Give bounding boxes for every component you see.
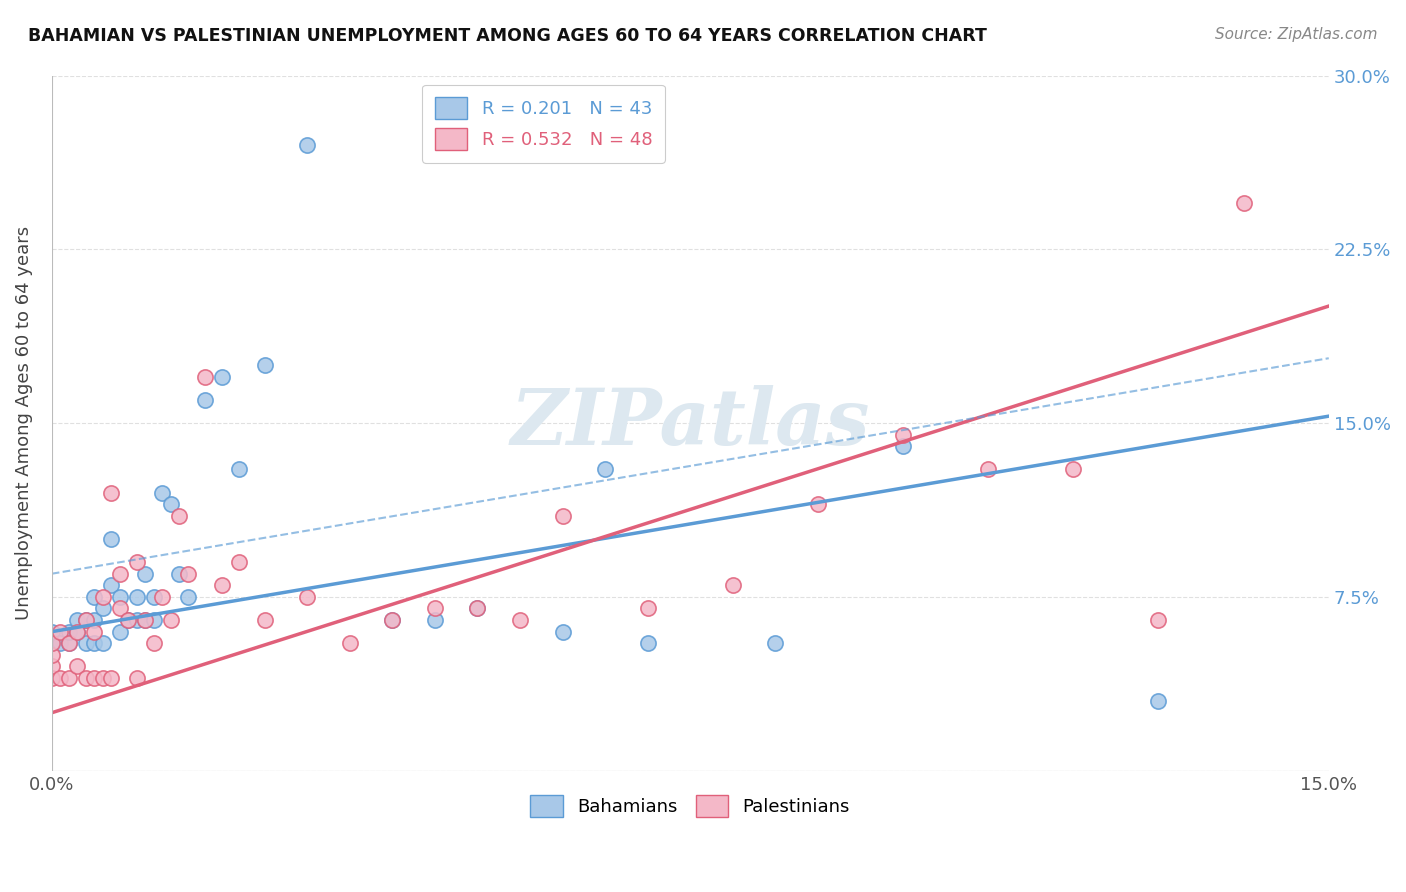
Point (134, 566, 156, 581)
Point (66, 659, 89, 673)
Point (177, 566, 200, 581)
Point (763, 636, 786, 650)
Point (58, 636, 80, 650)
Point (75, 613, 97, 627)
Point (83, 613, 105, 627)
Point (142, 590, 165, 604)
Point (125, 590, 148, 604)
Point (83, 636, 105, 650)
Point (41, 648, 63, 662)
Point (49, 671, 72, 685)
Point (108, 566, 131, 581)
Point (1233, 196, 1256, 211)
Point (339, 636, 361, 650)
Point (41, 624, 63, 639)
Point (108, 624, 131, 639)
Point (551, 508, 574, 523)
Point (83, 624, 105, 639)
Point (891, 439, 914, 453)
Point (253, 358, 276, 372)
Point (41, 659, 63, 673)
Point (75, 636, 97, 650)
Point (593, 462, 616, 476)
Point (108, 590, 131, 604)
Point (58, 636, 80, 650)
Point (160, 497, 183, 511)
Point (152, 485, 174, 500)
Point (721, 578, 744, 592)
Point (228, 555, 250, 569)
Point (100, 485, 122, 500)
Point (194, 369, 217, 384)
Point (169, 508, 191, 523)
Point (637, 601, 659, 615)
Point (66, 624, 89, 639)
Point (637, 636, 659, 650)
Text: BAHAMIAN VS PALESTINIAN UNEMPLOYMENT AMONG AGES 60 TO 64 YEARS CORRELATION CHART: BAHAMIAN VS PALESTINIAN UNEMPLOYMENT AMO… (28, 27, 987, 45)
Point (467, 601, 489, 615)
Point (467, 601, 489, 615)
Point (1062, 462, 1084, 476)
Point (211, 578, 233, 592)
Point (49, 624, 72, 639)
Point (295, 590, 318, 604)
Point (1147, 613, 1170, 627)
Point (381, 613, 404, 627)
Point (977, 462, 1000, 476)
Point (551, 624, 574, 639)
Legend: Bahamians, Palestinians: Bahamians, Palestinians (523, 788, 858, 824)
Point (891, 427, 914, 442)
Point (41, 671, 63, 685)
Point (83, 671, 105, 685)
Point (75, 671, 97, 685)
Text: ZIPatlas: ZIPatlas (510, 384, 870, 461)
Point (100, 671, 122, 685)
Point (125, 555, 148, 569)
Point (91, 590, 114, 604)
Point (160, 613, 183, 627)
Point (49, 636, 72, 650)
Point (41, 636, 63, 650)
Point (295, 138, 318, 153)
Point (100, 532, 122, 546)
Point (134, 613, 156, 627)
Point (253, 613, 276, 627)
Point (381, 613, 404, 627)
Point (66, 613, 89, 627)
Point (58, 624, 80, 639)
Point (108, 601, 131, 615)
Text: Source: ZipAtlas.com: Source: ZipAtlas.com (1215, 27, 1378, 42)
Point (194, 392, 217, 407)
Point (100, 578, 122, 592)
Point (75, 613, 97, 627)
Point (807, 497, 830, 511)
Point (134, 613, 156, 627)
Point (91, 671, 114, 685)
Point (228, 462, 250, 476)
Point (142, 613, 165, 627)
Point (58, 671, 80, 685)
Y-axis label: Unemployment Among Ages 60 to 64 years: Unemployment Among Ages 60 to 64 years (15, 226, 32, 620)
Point (66, 624, 89, 639)
Point (423, 613, 446, 627)
Point (125, 613, 148, 627)
Point (117, 613, 139, 627)
Point (169, 566, 191, 581)
Point (152, 590, 174, 604)
Point (117, 613, 139, 627)
Point (211, 369, 233, 384)
Point (142, 636, 165, 650)
Point (91, 601, 114, 615)
Point (509, 613, 531, 627)
Point (91, 636, 114, 650)
Point (41, 636, 63, 650)
Point (83, 590, 105, 604)
Point (177, 590, 200, 604)
Point (125, 671, 148, 685)
Point (1147, 694, 1170, 708)
Point (423, 601, 446, 615)
